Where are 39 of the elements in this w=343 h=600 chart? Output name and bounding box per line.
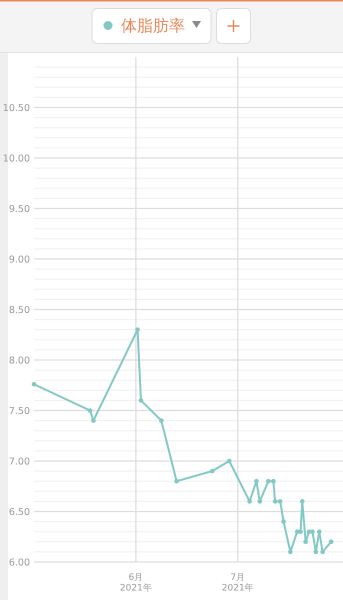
x-tick-label: 6月 2021年 xyxy=(120,573,152,594)
point xyxy=(266,478,271,484)
point xyxy=(88,408,92,413)
point xyxy=(135,327,140,332)
point xyxy=(226,458,232,464)
point xyxy=(320,550,325,554)
point xyxy=(278,499,282,504)
point xyxy=(300,499,305,504)
y-tick-label: 10.00 xyxy=(2,154,30,164)
point xyxy=(298,529,303,534)
point xyxy=(32,382,36,387)
point xyxy=(314,550,318,554)
legend: 体脂肪率 xyxy=(92,8,212,44)
point xyxy=(272,499,278,504)
y-tick-label: 8.00 xyxy=(8,356,30,366)
point xyxy=(316,529,322,534)
point xyxy=(310,529,315,534)
point xyxy=(258,499,262,504)
point xyxy=(271,478,276,484)
point xyxy=(254,478,259,484)
point xyxy=(303,540,308,544)
point xyxy=(138,398,144,403)
y-tick-label: 10.50 xyxy=(2,103,30,114)
point xyxy=(159,418,164,423)
legend-label: 体脂肪率 xyxy=(121,16,185,35)
point xyxy=(247,499,252,504)
y-tick-label: 6.50 xyxy=(8,507,30,518)
point xyxy=(174,478,179,484)
point xyxy=(210,468,215,474)
y-tick-label: 7.00 xyxy=(8,456,30,468)
point xyxy=(328,540,334,544)
y-tick-label: 9.50 xyxy=(8,204,30,215)
point xyxy=(288,550,293,554)
y-tick-label: 7.50 xyxy=(8,406,30,417)
x-tick-label: 7月 2021年 xyxy=(222,573,254,594)
y-tick-label: 9.00 xyxy=(8,254,30,266)
y-tick-label: 6.00 xyxy=(8,558,30,568)
point xyxy=(281,519,286,524)
y-tick-label: 8.50 xyxy=(8,305,30,316)
